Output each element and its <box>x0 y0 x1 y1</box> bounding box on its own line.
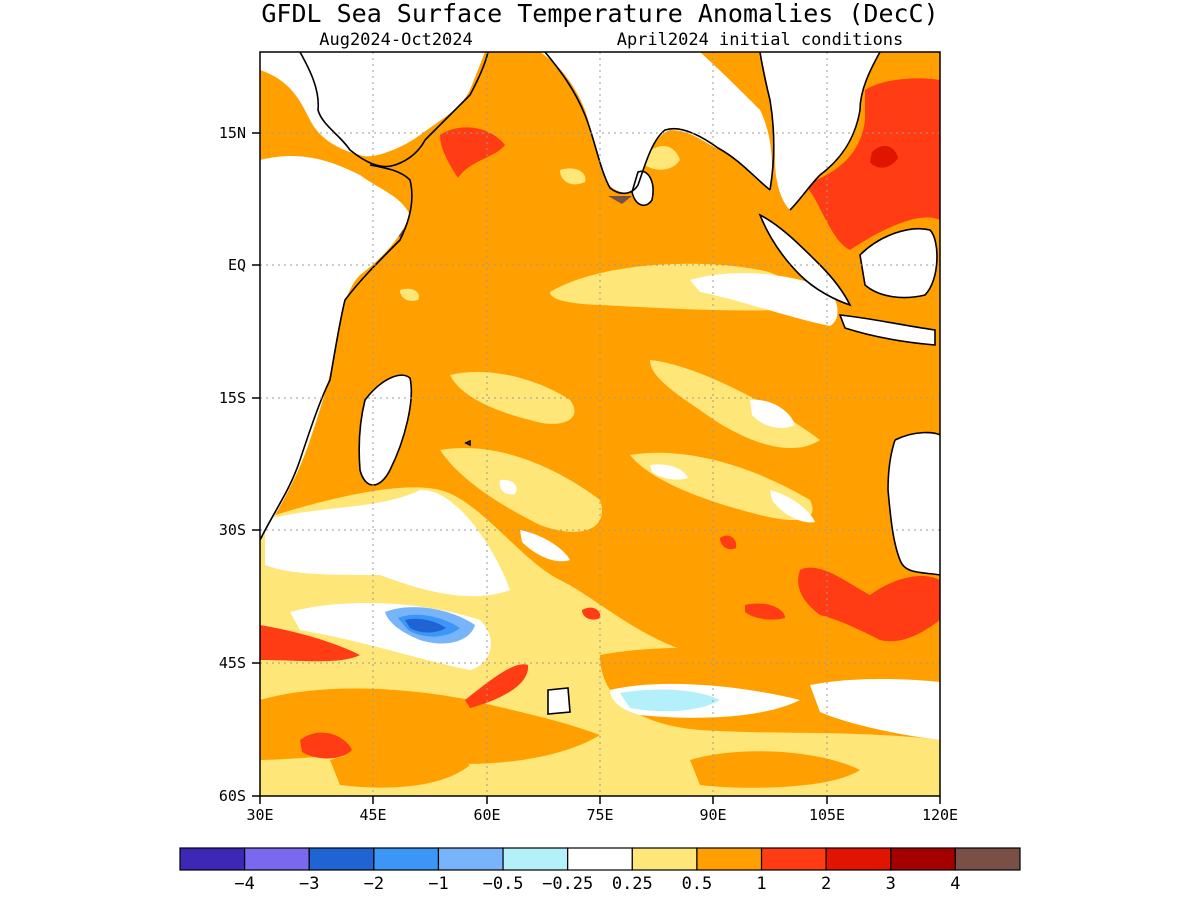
land-arabia <box>260 52 485 157</box>
colorbar-swatch <box>825 847 892 871</box>
cool-anomaly-patch <box>620 689 720 712</box>
colorbar-label: 4 <box>950 874 960 894</box>
land-borneo <box>860 228 937 298</box>
colorbar-label: −1 <box>428 874 448 894</box>
colorbar-label: 3 <box>886 874 896 894</box>
colorbar-label: −4 <box>234 874 254 894</box>
hot-anomaly-southwest <box>260 625 360 662</box>
colorbar: −4 −3 −2 −1 −0.5 −0.25 0.25 0.5 1 2 3 4 <box>179 847 1021 894</box>
colorbar-label: 0.5 <box>682 874 713 894</box>
strong-cool-core <box>405 618 446 633</box>
land-kerguelen <box>548 688 570 714</box>
forecast-period: Aug2024-Oct2024 <box>319 30 473 50</box>
colorbar-swatch <box>760 847 827 871</box>
graticule <box>260 52 940 796</box>
lat-label-45s: 45S <box>219 654 246 672</box>
colorbar-swatch <box>502 847 569 871</box>
lon-label-60e: 60E <box>473 806 500 824</box>
colorbar-label: −3 <box>299 874 319 894</box>
land-sumatra <box>760 215 850 305</box>
hot-anomaly-arabian-sea <box>440 127 505 178</box>
colorbar-swatch <box>244 847 310 871</box>
lon-label-75e: 75E <box>586 806 613 824</box>
lat-label-60s: 60S <box>219 787 246 805</box>
colorbar-swatch <box>890 847 956 871</box>
lat-label-15n: 15N <box>219 124 246 142</box>
colorbar-swatch <box>308 847 375 871</box>
neutral-patch-southwest <box>265 489 510 597</box>
hot-anomaly-southeast <box>798 567 940 642</box>
colorbar-swatch <box>437 847 504 871</box>
land-java <box>840 315 935 345</box>
land-india <box>540 52 772 193</box>
colorbar-swatch <box>696 847 763 871</box>
colorbar-label: −2 <box>364 874 384 894</box>
lon-label-105e: 105E <box>809 806 845 824</box>
hotter-anomaly-core <box>870 146 898 168</box>
colorbar-label: 0.25 <box>612 874 653 894</box>
initial-conditions: April2024 initial conditions <box>617 30 904 50</box>
lon-label-120e: 120E <box>922 806 958 824</box>
lon-label-30e: 30E <box>246 806 273 824</box>
coastlines <box>260 52 940 715</box>
colorbar-swatch <box>179 847 246 871</box>
colorbar-label: 1 <box>756 874 766 894</box>
lat-label-15s: 15S <box>219 389 246 407</box>
lat-label-30s: 30S <box>219 521 246 539</box>
colorbar-label: −0.5 <box>483 874 524 894</box>
land-australia <box>888 432 940 575</box>
land-indochina <box>760 52 880 210</box>
colorbar-swatch <box>954 847 1021 871</box>
colorbar-swatch <box>373 847 440 871</box>
colorbar-swatch <box>631 847 698 871</box>
colorbar-label: 2 <box>821 874 831 894</box>
lon-label-90e: 90E <box>699 806 726 824</box>
map-title: GFDL Sea Surface Temperature Anomalies (… <box>261 0 938 28</box>
land-madagascar <box>359 375 412 485</box>
land-sri-lanka <box>632 171 654 206</box>
colorbar-label: −0.25 <box>542 874 593 894</box>
colorbar-swatch <box>567 847 633 871</box>
lat-label-eq: EQ <box>228 256 246 274</box>
neutral-patch-equatorial <box>690 273 838 326</box>
lon-label-45e: 45E <box>359 806 386 824</box>
